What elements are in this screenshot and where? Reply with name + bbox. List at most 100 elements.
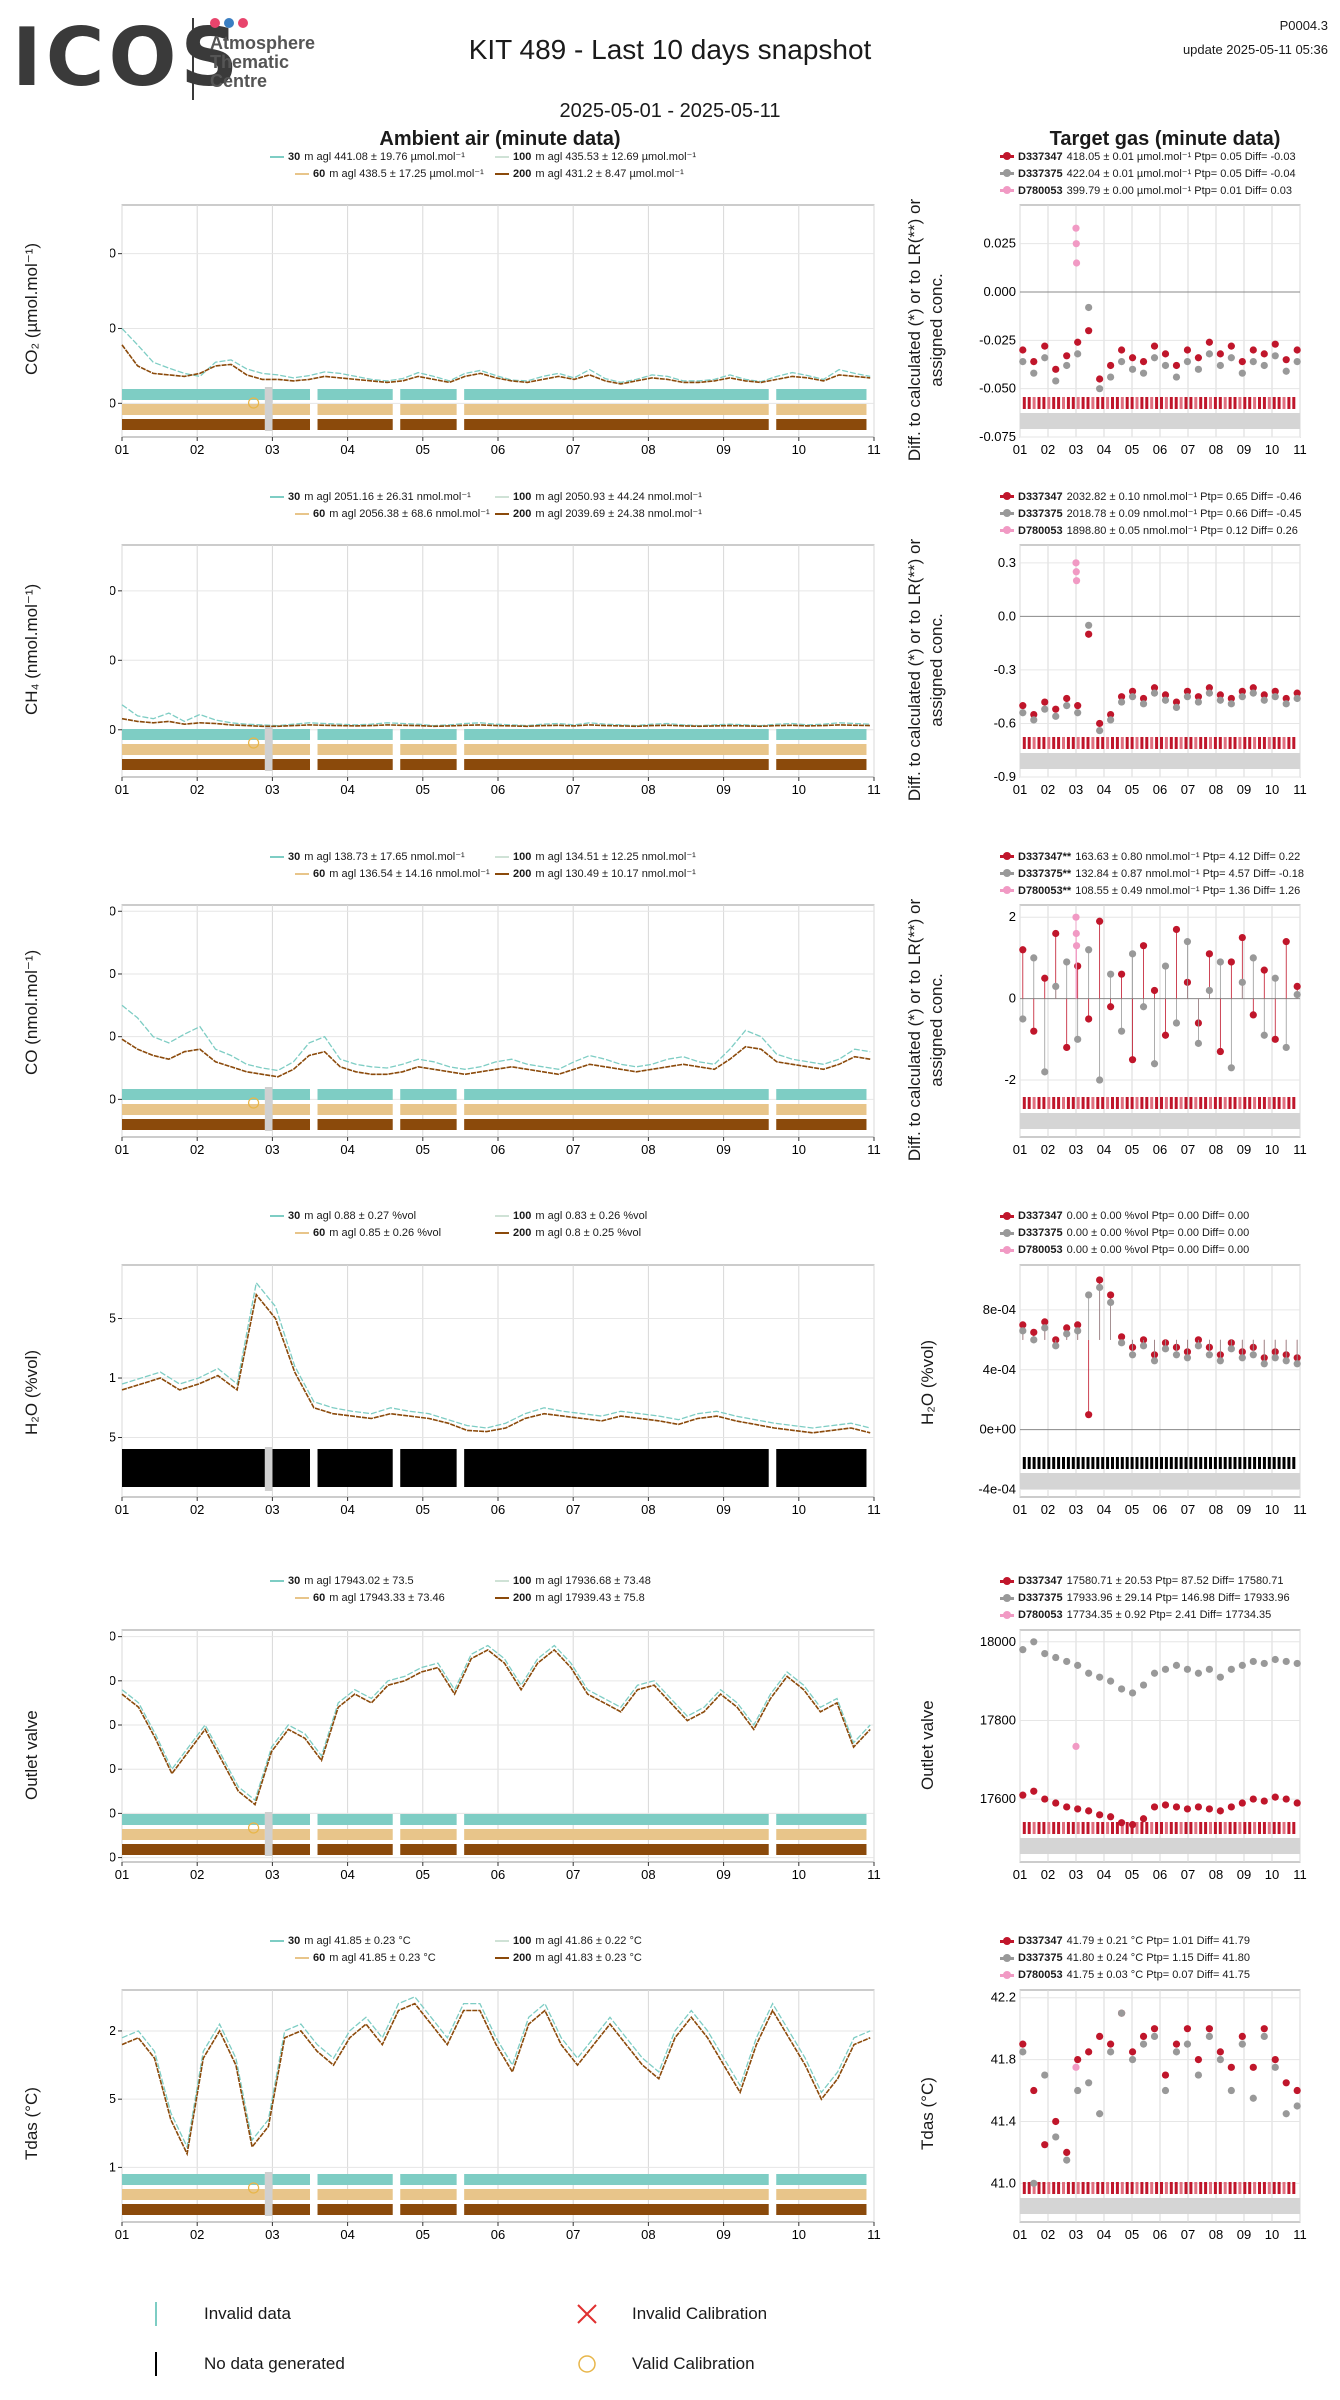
target-legend-entry: D337375 0.00 ± 0.00 %vol Ptp= 0.00 Diff= … bbox=[1000, 1227, 1249, 1239]
target-point-D337375 bbox=[1271, 693, 1279, 701]
target-status-tick bbox=[1111, 1457, 1114, 1469]
x-tick-label: 11 bbox=[1293, 442, 1307, 457]
legend-swatch bbox=[1000, 1593, 1014, 1602]
legend-swatch bbox=[1000, 509, 1014, 517]
y-tick-label: 0.000 bbox=[983, 284, 1016, 299]
legend-text: 17734.35 ± 0.92 Ptp= 2.41 Diff= 17734.35 bbox=[1066, 1609, 1272, 1621]
sampling-status-bar bbox=[464, 2204, 769, 2215]
target-point-D337347 bbox=[1271, 1035, 1279, 1043]
target-status-tick bbox=[1086, 1457, 1090, 1469]
invalid-calibration-icon bbox=[577, 2304, 597, 2324]
y-tick-label: 42.2 bbox=[991, 1990, 1016, 2005]
icos-logo: ICOS bbox=[12, 11, 243, 104]
target-status-tick bbox=[1071, 1822, 1075, 1834]
target-point-D337347 bbox=[1085, 630, 1093, 638]
ambient-chart: 01 02 03 04 05 06 07 08 09 10 11 0.5 1 1.5 bbox=[110, 1264, 881, 1517]
target-status-tick bbox=[1218, 397, 1222, 409]
x-tick-label: 08 bbox=[641, 782, 655, 797]
target-point-D337347 bbox=[1074, 2056, 1082, 2064]
sampling-status-bar bbox=[464, 419, 769, 430]
target-status-tick bbox=[1164, 397, 1168, 409]
sampling-status-bar bbox=[272, 404, 310, 415]
target-point-D780053 bbox=[1072, 2063, 1080, 2071]
target-status-tick bbox=[1081, 2182, 1085, 2194]
target-point-D337347 bbox=[1205, 338, 1213, 346]
target-status-tick bbox=[1022, 737, 1026, 749]
legend-text: 399.79 ± 0.00 µmol.mol⁻¹ Ptp= 0.01 Diff=… bbox=[1066, 185, 1292, 197]
target-point-D337347 bbox=[1117, 1819, 1126, 1827]
target-point-D337375 bbox=[1172, 1661, 1181, 1669]
target-point-D337347 bbox=[1271, 687, 1279, 695]
target-legend-entry: D337347 0.00 ± 0.00 %vol Ptp= 0.00 Diff= … bbox=[1000, 1210, 1249, 1222]
target-status-tick bbox=[1169, 397, 1173, 409]
sampling-status-bar bbox=[272, 729, 310, 740]
x-tick-label: 06 bbox=[1153, 1142, 1167, 1157]
logo-separator bbox=[192, 18, 194, 100]
legend-height: 30 bbox=[288, 850, 301, 863]
target-status-tick bbox=[1218, 1822, 1222, 1834]
target-point-D337375 bbox=[1216, 696, 1224, 704]
target-status-tick bbox=[1262, 1097, 1266, 1109]
target-status-tick bbox=[1258, 737, 1261, 749]
x-tick-label: 10 bbox=[1265, 2227, 1279, 2242]
y-tick-label: 17600 bbox=[980, 1791, 1016, 1806]
target-point-D337347 bbox=[1161, 1801, 1170, 1809]
target-point-D337375 bbox=[1085, 1669, 1093, 1677]
target-status-tick bbox=[1027, 737, 1031, 749]
target-status-tick bbox=[1292, 1457, 1296, 1469]
target-status-tick bbox=[1032, 1457, 1036, 1469]
target-status-tick bbox=[1066, 1097, 1070, 1109]
target-point-D780053 bbox=[1072, 559, 1080, 567]
target-point-D337347 bbox=[1063, 1043, 1071, 1052]
target-status-tick bbox=[1115, 1822, 1119, 1834]
legend-tank: D337347 bbox=[1018, 1935, 1063, 1947]
target-point-D337375 bbox=[1041, 1324, 1049, 1332]
sampling-status-bar bbox=[776, 1119, 867, 1130]
target-point-D337347 bbox=[1238, 933, 1246, 942]
target-status-tick bbox=[1101, 2182, 1105, 2194]
target-status-tick bbox=[1086, 1097, 1090, 1109]
target-status-tick bbox=[1223, 1822, 1227, 1834]
target-status-tick bbox=[1155, 2182, 1159, 2194]
legend-swatch bbox=[1000, 852, 1014, 860]
legend-swatch bbox=[495, 1580, 509, 1582]
x-tick-label: 03 bbox=[1069, 2227, 1083, 2242]
y-tick-label: -0.3 bbox=[994, 662, 1016, 677]
sampling-status-bar bbox=[776, 404, 867, 415]
target-point-D780053 bbox=[1072, 568, 1080, 576]
target-status-tick bbox=[1106, 1457, 1110, 1469]
target-status-tick bbox=[1160, 737, 1163, 749]
target-status-tick bbox=[1277, 1457, 1281, 1469]
target-point-D337375 bbox=[1293, 1360, 1301, 1368]
legend-swatch bbox=[1000, 1970, 1014, 1979]
target-point-D337347 bbox=[1227, 958, 1235, 966]
target-point-D337375 bbox=[1238, 1661, 1246, 1669]
legend-tank: D337347 bbox=[1018, 490, 1063, 503]
legend-text: m agl 0.85 ± 0.26 %vol bbox=[329, 1227, 442, 1239]
target-status-band bbox=[1020, 413, 1300, 429]
target-point-D337347 bbox=[1172, 1803, 1181, 1811]
target-status-tick bbox=[1160, 2182, 1163, 2194]
target-status-tick bbox=[1120, 1097, 1124, 1109]
target-point-D337347 bbox=[1096, 1811, 1104, 1819]
target-status-tick bbox=[1135, 1097, 1139, 1109]
ambient-legend-entry: 100 m agl 2050.93 ± 44.24 nmol.mol⁻¹ bbox=[495, 490, 702, 503]
target-point-D337375 bbox=[1019, 1646, 1027, 1654]
sampling-status-bar bbox=[400, 2174, 457, 2185]
target-point-D337375 bbox=[1161, 962, 1170, 970]
sampling-status-bar bbox=[400, 1844, 457, 1855]
x-tick-label: 08 bbox=[1209, 1142, 1223, 1157]
x-tick-label: 08 bbox=[1209, 2227, 1223, 2242]
y-tick-label: 0.0 bbox=[998, 608, 1016, 623]
target-point-D337347 bbox=[1030, 1328, 1038, 1336]
target-status-tick bbox=[1135, 397, 1139, 409]
x-tick-label: 02 bbox=[1041, 1142, 1055, 1157]
x-tick-label: 09 bbox=[716, 442, 730, 457]
sampling-status-bar bbox=[317, 1814, 393, 1825]
x-tick-label: 05 bbox=[416, 1142, 430, 1157]
sampling-status-bar bbox=[317, 389, 393, 400]
target-point-D337375 bbox=[1139, 700, 1148, 708]
x-tick-label: 08 bbox=[641, 442, 655, 457]
target-status-tick bbox=[1086, 737, 1090, 749]
series-line-30m bbox=[121, 1996, 871, 2150]
